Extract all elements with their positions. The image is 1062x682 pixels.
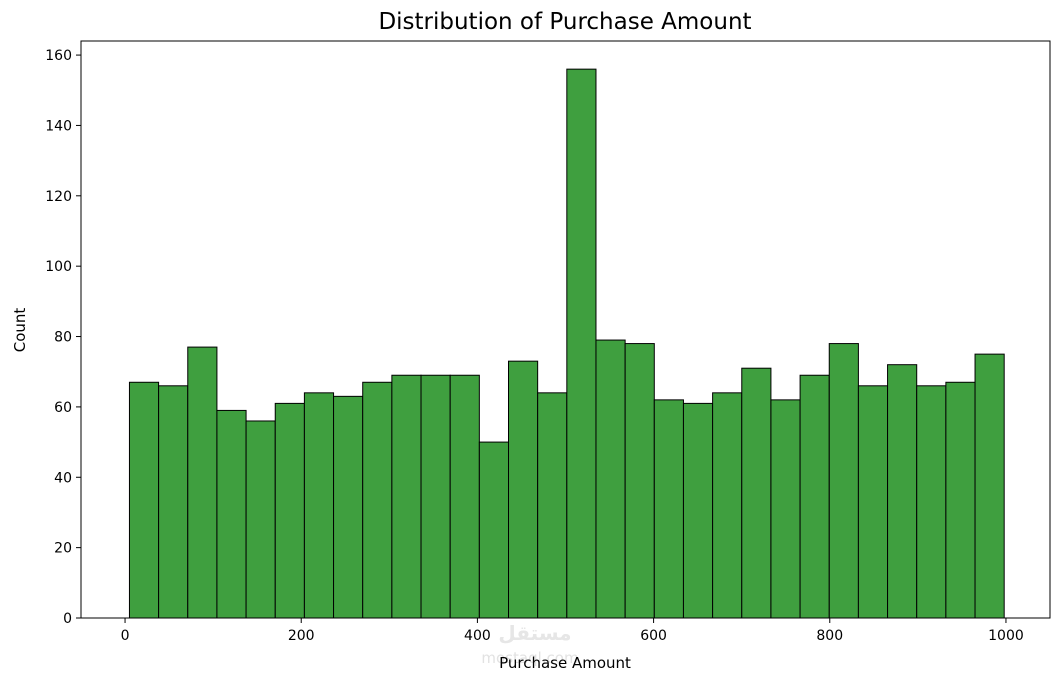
histogram-bar xyxy=(333,395,364,619)
histogram-bar xyxy=(362,381,393,619)
histogram-bar xyxy=(391,374,422,619)
x-axis-label: Purchase Amount xyxy=(499,654,631,672)
bars-group xyxy=(128,68,1005,619)
histogram-bar xyxy=(945,381,976,619)
y-tick-label: 60 xyxy=(54,400,72,416)
histogram-bar xyxy=(887,364,918,619)
histogram-bar xyxy=(420,374,451,619)
watermark-subtext: mostaql.com xyxy=(481,649,578,667)
histogram-bar xyxy=(682,402,714,619)
y-tick-label: 120 xyxy=(45,189,72,205)
x-tick-label: 400 xyxy=(464,628,491,644)
plot-frame xyxy=(80,40,1051,619)
histogram-bar xyxy=(799,374,830,619)
histogram-bar xyxy=(857,385,889,619)
y-tick-label: 80 xyxy=(54,330,72,346)
histogram-bar xyxy=(537,392,568,619)
x-tick-label: 200 xyxy=(288,628,315,644)
histogram-bar xyxy=(974,353,1005,619)
histogram-bar xyxy=(158,385,189,619)
histogram-bar xyxy=(828,343,859,619)
histogram-bar xyxy=(216,409,247,619)
chart-title: Distribution of Purchase Amount xyxy=(378,9,751,35)
y-tick-label: 20 xyxy=(54,541,72,557)
histogram-bar xyxy=(187,346,218,619)
histogram-bar xyxy=(245,420,276,619)
y-tick-label: 0 xyxy=(63,611,72,627)
histogram-bar xyxy=(624,343,655,619)
histogram-bar xyxy=(916,385,947,619)
y-axis: 0 20 40 60 80 100 120 140 160 xyxy=(45,48,81,627)
y-tick-label: 100 xyxy=(45,259,72,275)
x-tick-label: 800 xyxy=(816,628,843,644)
watermark: مستقل mostaql.com xyxy=(481,621,578,667)
x-axis: 0 200 400 600 800 1000 xyxy=(121,618,1024,644)
histogram-bar xyxy=(128,381,160,619)
histogram-bar xyxy=(508,360,539,619)
histogram-bar xyxy=(303,392,335,619)
histogram-bar xyxy=(770,399,801,619)
watermark-text: مستقل xyxy=(498,621,571,645)
histogram-bar xyxy=(653,399,684,619)
histogram-bar xyxy=(712,392,743,619)
x-tick-label: 1000 xyxy=(988,628,1024,644)
histogram-bar xyxy=(449,374,480,619)
histogram-bar xyxy=(274,402,305,619)
y-axis-label: Count xyxy=(11,308,29,353)
x-tick-label: 600 xyxy=(640,628,667,644)
x-tick-label: 0 xyxy=(121,628,130,644)
histogram-bar xyxy=(566,68,597,619)
y-tick-label: 40 xyxy=(54,470,72,486)
y-tick-label: 160 xyxy=(45,48,72,64)
y-tick-label: 140 xyxy=(45,118,72,134)
histogram-bar xyxy=(478,441,510,619)
histogram-bar xyxy=(741,367,772,619)
histogram-bar xyxy=(595,339,626,619)
